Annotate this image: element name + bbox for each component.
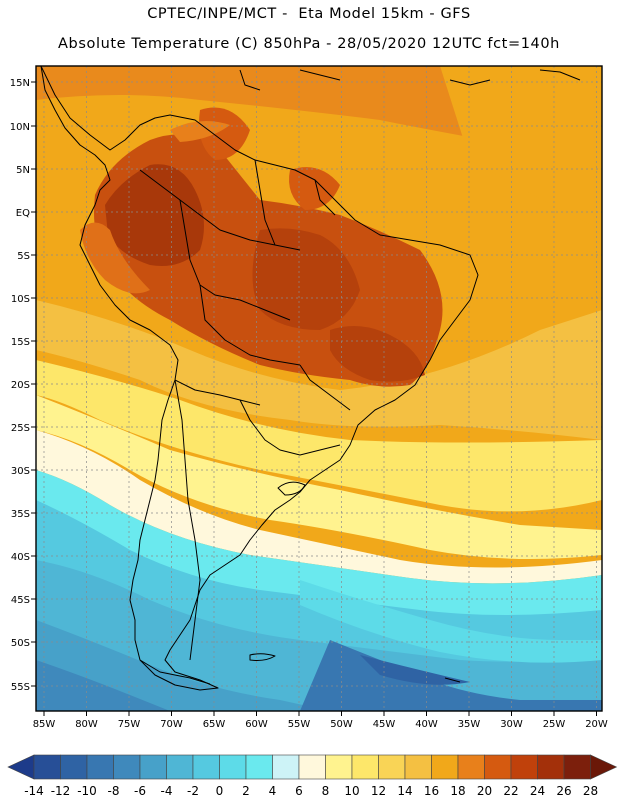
lat-label: 40S: [11, 552, 30, 563]
lon-label: 45W: [373, 719, 396, 730]
lat-label: 15N: [10, 78, 30, 89]
colorbar-label: -10: [77, 784, 97, 798]
map-frame: [35, 65, 603, 712]
colorbar-swatch: [192, 754, 220, 780]
colorbar-label: 16: [424, 784, 439, 798]
colorbar-label: -12: [51, 784, 71, 798]
colorbar-arrow-high: [590, 754, 618, 780]
title-line-2: Absolute Temperature (C) 850hPa - 28/05/…: [58, 36, 560, 52]
colorbar-label: 12: [371, 784, 386, 798]
colorbar-label: 4: [269, 784, 277, 798]
colorbar-swatch: [431, 754, 459, 780]
colorbar-swatch: [113, 754, 141, 780]
colorbar-label: 10: [344, 784, 359, 798]
colorbar-swatch: [166, 754, 194, 780]
lon-label: 65W: [203, 719, 226, 730]
colorbar-label: -14: [24, 784, 44, 798]
lon-label: 85W: [33, 719, 56, 730]
lat-label: 15S: [11, 337, 30, 348]
colorbar-swatch: [563, 754, 591, 780]
colorbar-swatch: [86, 754, 114, 780]
colorbar-label: 28: [583, 784, 598, 798]
lon-label: 75W: [118, 719, 141, 730]
colorbar-label: 24: [530, 784, 545, 798]
colorbar-swatch: [484, 754, 512, 780]
colorbar-label: -8: [108, 784, 120, 798]
colorbar-label: 18: [450, 784, 465, 798]
colorbar-label: 6: [295, 784, 303, 798]
colorbar-label: 2: [242, 784, 250, 798]
colorbar-labels: -14 -12 -10 -8 -6 -4 -2 0 2 4 6 8 10 12 …: [24, 784, 598, 798]
colorbar-label: -2: [187, 784, 199, 798]
lat-label: 55S: [11, 682, 30, 693]
lat-label: 50S: [11, 638, 30, 649]
colorbar-swatch: [325, 754, 353, 780]
colorbar-label: 22: [503, 784, 518, 798]
colorbar-swatch: [351, 754, 379, 780]
colorbar-arrow-low: [7, 754, 35, 780]
colorbar-swatch: [298, 754, 326, 780]
lon-label: 60W: [245, 719, 268, 730]
lat-label: 10N: [10, 122, 30, 133]
lon-label: 70W: [160, 719, 183, 730]
lon-label: 55W: [288, 719, 311, 730]
lon-label: 25W: [543, 719, 566, 730]
coastlines: [40, 66, 581, 691]
lon-label: 80W: [75, 719, 98, 730]
colorbar-swatch: [219, 754, 247, 780]
colorbar-label: 14: [397, 784, 412, 798]
lon-label: 40W: [415, 719, 438, 730]
lon-label: 35W: [458, 719, 481, 730]
colorbar-swatch: [404, 754, 432, 780]
colorbar-label: 20: [477, 784, 492, 798]
latitude-labels: 15N 10N 5N EQ 5S 10S 15S 20S 25S 30S 35S…: [10, 78, 30, 693]
tick-marks: [31, 81, 597, 716]
colorbar-swatch: [33, 754, 61, 780]
colorbar-label: -4: [161, 784, 173, 798]
lon-label: 30W: [500, 719, 523, 730]
colorbar-swatch: [510, 754, 538, 780]
colorbar-swatch: [457, 754, 485, 780]
lat-label: 45S: [11, 595, 30, 606]
colorbar-swatch: [245, 754, 273, 780]
lon-label: 50W: [330, 719, 353, 730]
colorbar-label: 8: [322, 784, 330, 798]
colorbar-swatch: [378, 754, 406, 780]
lat-label: EQ: [16, 208, 30, 219]
colorbar-swatch: [139, 754, 167, 780]
colorbar-label: 26: [556, 784, 571, 798]
lat-label: 5N: [16, 165, 30, 176]
lon-label: 20W: [585, 719, 608, 730]
colorbar-swatch: [272, 754, 300, 780]
colorbar-swatch: [537, 754, 565, 780]
temperature-field: [36, 66, 602, 711]
colorbar-swatch: [60, 754, 88, 780]
colorbar-label: 0: [216, 784, 224, 798]
longitude-labels: 85W 80W 75W 70W 65W 60W 55W 50W 45W 40W …: [33, 719, 608, 730]
lat-label: 35S: [11, 509, 30, 520]
colorbar-label: -6: [134, 784, 146, 798]
lat-label: 10S: [11, 294, 30, 305]
lat-label: 30S: [11, 466, 30, 477]
colorbar: [7, 754, 618, 780]
title-line-1: CPTEC/INPE/MCT - Eta Model 15km - GFS: [147, 6, 471, 22]
gridlines: [36, 66, 602, 711]
lat-label: 25S: [11, 423, 30, 434]
lat-label: 20S: [11, 380, 30, 391]
lat-label: 5S: [17, 251, 30, 262]
